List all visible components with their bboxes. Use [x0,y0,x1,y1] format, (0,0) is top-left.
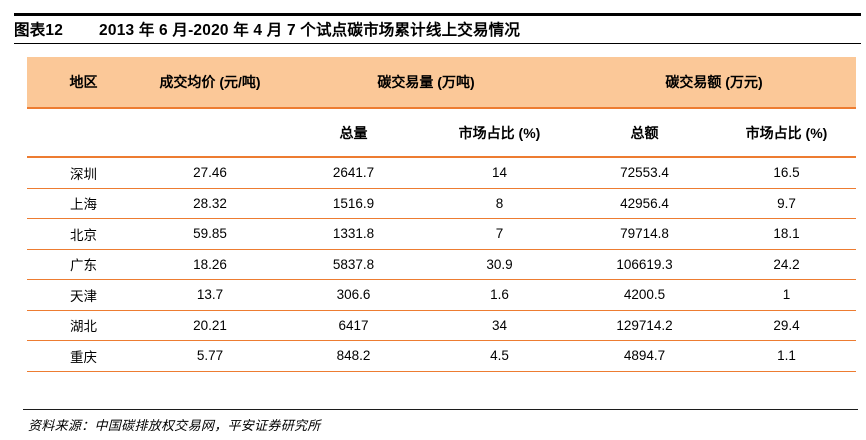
source-note: 资料来源：中国碳排放权交易网，平安证券研究所 [28,418,321,433]
col-header-region: 地区 [27,57,140,109]
cell-value: 5.77 [140,340,280,372]
cell-value: 27.46 [140,157,280,189]
cell-value: 18.1 [717,218,856,250]
cell-region: 湖北 [27,310,140,341]
cell-value: 72553.4 [572,157,717,189]
cell-region: 天津 [27,279,140,311]
cell-value: 20.21 [140,310,280,341]
cell-value: 34 [427,310,572,341]
report-figure-page: 图表12 2013 年 6 月-2020 年 4 月 7 个试点碳市场累计线上交… [0,13,866,440]
cell-value: 24.2 [717,249,856,280]
cell-value: 106619.3 [572,249,717,280]
cell-value: 14 [427,157,572,189]
cell-value: 16.5 [717,157,856,189]
col-subheader-volume-total: 总量 [280,108,427,158]
table-row: 广东 18.26 5837.8 30.9 106619.3 24.2 [27,249,856,280]
table-row: 上海 28.32 1516.9 8 42956.4 9.7 [27,188,856,219]
cell-value: 18.26 [140,249,280,280]
table-row: 北京 59.85 1331.8 7 79714.8 18.1 [27,218,856,250]
cell-value: 4200.5 [572,279,717,311]
cell-value: 8 [427,188,572,219]
cell-value: 6417 [280,310,427,341]
cell-value: 4894.7 [572,340,717,372]
col-header-avg-price: 成交均价 (元/吨) [140,57,280,109]
cell-value: 30.9 [427,249,572,280]
cell-region: 上海 [27,188,140,219]
cell-value: 5837.8 [280,249,427,280]
table-row: 重庆 5.77 848.2 4.5 4894.7 1.1 [27,340,856,372]
cell-region: 深圳 [27,157,140,189]
cell-value: 7 [427,218,572,250]
table-sub-header-row: 总量 市场占比 (%) 总额 市场占比 (%) [27,108,856,158]
cell-value: 13.7 [140,279,280,311]
table-header: 地区 成交均价 (元/吨) 碳交易量 (万吨) 碳交易额 (万元) 总量 市场占… [27,57,856,158]
col-subheader-volume-share: 市场占比 (%) [427,108,572,158]
title-underline-rule [14,42,861,44]
source-divider-rule [23,408,858,410]
carbon-market-table: 地区 成交均价 (元/吨) 碳交易量 (万吨) 碳交易额 (万元) 总量 市场占… [27,57,856,372]
cell-value: 79714.8 [572,218,717,250]
cell-value: 4.5 [427,340,572,372]
cell-value: 59.85 [140,218,280,250]
cell-value: 306.6 [280,279,427,311]
table-row: 天津 13.7 306.6 1.6 4200.5 1 [27,279,856,311]
cell-value: 1 [717,279,856,311]
figure-label: 图表12 [14,22,64,39]
cell-region: 北京 [27,218,140,250]
table-row: 深圳 27.46 2641.7 14 72553.4 16.5 [27,157,856,189]
cell-region: 广东 [27,249,140,280]
col-subheader-amount-share: 市场占比 (%) [717,108,856,158]
cell-value: 42956.4 [572,188,717,219]
table-row: 湖北 20.21 6417 34 129714.2 29.4 [27,310,856,341]
top-rule [14,13,861,16]
table-body: 深圳 27.46 2641.7 14 72553.4 16.5 上海 28.32 1516.9 8… [27,157,856,372]
figure-title-row: 图表12 2013 年 6 月-2020 年 4 月 7 个试点碳市场累计线上交… [14,16,866,43]
cell-value: 1.1 [717,340,856,372]
cell-value: 9.7 [717,188,856,219]
cell-value: 2641.7 [280,157,427,189]
col-subheader-empty [140,108,280,158]
table-group-header-row: 地区 成交均价 (元/吨) 碳交易量 (万吨) 碳交易额 (万元) [27,57,856,109]
cell-value: 848.2 [280,340,427,372]
col-header-amount-group: 碳交易额 (万元) [572,57,856,109]
cell-region: 重庆 [27,340,140,372]
cell-value: 129714.2 [572,310,717,341]
col-subheader-empty [27,108,140,158]
col-header-volume-group: 碳交易量 (万吨) [280,57,572,109]
cell-value: 29.4 [717,310,856,341]
cell-value: 1331.8 [280,218,427,250]
cell-value: 1516.9 [280,188,427,219]
figure-title: 2013 年 6 月-2020 年 4 月 7 个试点碳市场累计线上交易情况 [99,22,521,39]
col-subheader-amount-total: 总额 [572,108,717,158]
cell-value: 28.32 [140,188,280,219]
cell-value: 1.6 [427,279,572,311]
